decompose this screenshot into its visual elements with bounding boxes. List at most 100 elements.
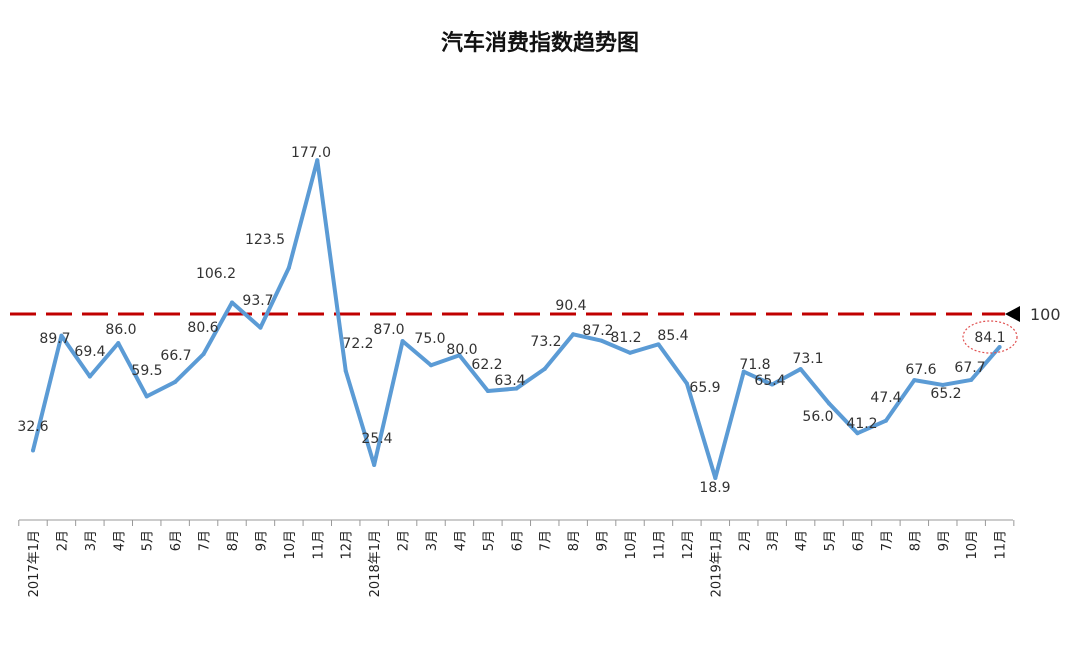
data-point [31, 448, 35, 453]
data-label: 59.5 [131, 363, 162, 379]
data-point [997, 344, 1002, 349]
data-label: 75.0 [414, 331, 445, 347]
data-label: 80.0 [446, 342, 477, 358]
data-point [173, 379, 178, 384]
x-tick-label: 2月 [397, 530, 412, 551]
x-tick-label: 6月 [510, 530, 525, 551]
data-point [286, 265, 291, 270]
data-point [770, 382, 775, 387]
data-point [571, 332, 576, 337]
data-label: 73.1 [792, 351, 823, 367]
data-point [116, 341, 121, 346]
data-label: 65.9 [689, 380, 720, 396]
data-label: 47.4 [870, 390, 901, 406]
data-point [912, 378, 917, 383]
data-point [542, 366, 547, 371]
x-tick-label: 5月 [482, 530, 497, 551]
data-point [514, 386, 519, 391]
x-tick-label: 8月 [226, 530, 241, 551]
data-label: 106.2 [196, 266, 236, 282]
data-label: 72.2 [342, 336, 373, 352]
data-point [827, 401, 832, 406]
x-tick-label: 3月 [766, 530, 781, 551]
data-point [59, 333, 64, 338]
x-tick-label: 5月 [823, 530, 838, 551]
data-point [628, 350, 633, 355]
data-label: 73.2 [530, 334, 561, 350]
data-point [883, 418, 888, 423]
data-label: 84.1 [974, 330, 1005, 346]
data-point [713, 476, 718, 481]
x-tick-label: 9月 [596, 530, 611, 551]
data-label: 63.4 [494, 373, 525, 389]
x-tick-label: 2018年1月 [368, 530, 383, 597]
x-tick-label: 8月 [567, 530, 582, 551]
x-tick-label: 2月 [55, 530, 70, 551]
data-point [87, 374, 92, 379]
x-tick-label: 6月 [169, 530, 184, 551]
x-tick-label: 2017年1月 [27, 530, 42, 597]
data-label: 93.7 [242, 293, 273, 309]
data-point [485, 388, 490, 393]
data-point [741, 369, 746, 374]
data-label: 32.6 [17, 419, 48, 435]
data-label: 71.8 [739, 357, 770, 373]
data-point [855, 431, 860, 436]
highlight-ellipse [962, 320, 1018, 354]
data-label: 177.0 [291, 145, 331, 161]
data-label: 69.4 [74, 344, 105, 360]
x-tick-label: 3月 [425, 530, 440, 551]
data-point [940, 382, 945, 387]
x-tick-label: 4月 [795, 530, 810, 551]
x-tick-label: 3月 [84, 530, 99, 551]
data-point [372, 462, 377, 467]
x-tick-label: 5月 [141, 530, 156, 551]
data-label: 90.4 [555, 298, 586, 314]
x-tick-label: 2月 [738, 530, 753, 551]
x-tick-label: 12月 [681, 530, 696, 560]
data-label: 65.2 [930, 386, 961, 402]
data-point [400, 339, 405, 344]
data-point [230, 300, 235, 305]
data-label: 85.4 [657, 328, 688, 344]
x-tick-label: 4月 [453, 530, 468, 551]
data-point [684, 381, 689, 386]
x-tick-label: 8月 [908, 530, 923, 551]
data-point [258, 325, 263, 330]
data-point [201, 351, 206, 356]
data-label: 25.4 [361, 431, 392, 447]
x-tick-label: 7月 [198, 530, 213, 551]
data-label: 67.7 [954, 360, 985, 376]
data-label: 89.7 [39, 331, 70, 347]
x-tick-label: 11月 [994, 530, 1009, 560]
chart-title: 汽车消费指数趋势图 [441, 30, 639, 56]
data-point [457, 353, 462, 358]
x-tick-label: 10月 [283, 530, 298, 560]
data-label: 81.2 [610, 330, 641, 346]
data-point [599, 338, 604, 343]
data-point [144, 394, 149, 399]
x-tick-label: 10月 [624, 530, 639, 560]
data-label: 41.2 [846, 416, 877, 432]
data-label: 86.0 [105, 322, 136, 338]
reference-arrow-icon [1005, 306, 1020, 322]
data-label: 18.9 [699, 480, 730, 496]
x-tick-label: 6月 [851, 530, 866, 551]
x-tick-label: 7月 [539, 530, 554, 551]
data-label: 80.6 [187, 320, 218, 336]
data-point [656, 342, 661, 347]
data-point [798, 367, 803, 372]
x-tick-label: 12月 [340, 530, 355, 560]
data-label: 87.0 [373, 322, 404, 338]
data-label: 65.4 [754, 373, 785, 389]
x-tick-label: 2019年1月 [709, 530, 724, 597]
data-label: 67.6 [905, 362, 936, 378]
reference-label: 100 [1030, 305, 1061, 324]
x-tick-label: 11月 [652, 530, 667, 560]
x-tick-label: 10月 [965, 530, 980, 560]
data-label: 87.2 [582, 323, 613, 339]
x-tick-label: 9月 [937, 530, 952, 551]
data-point [315, 158, 320, 163]
x-tick-label: 4月 [112, 530, 127, 551]
